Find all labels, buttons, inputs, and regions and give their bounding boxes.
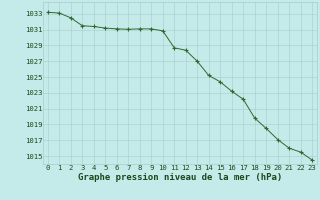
X-axis label: Graphe pression niveau de la mer (hPa): Graphe pression niveau de la mer (hPa) (78, 173, 282, 182)
